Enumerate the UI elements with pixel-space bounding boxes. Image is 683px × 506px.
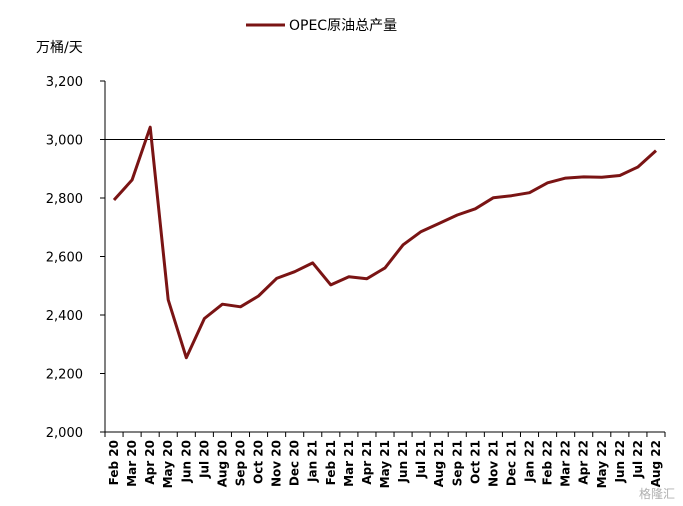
x-tick-label: May 21 bbox=[378, 440, 392, 488]
x-tick-label: Aug 21 bbox=[432, 440, 446, 487]
x-tick-label: Feb 22 bbox=[541, 440, 555, 485]
x-tick-label: Mar 20 bbox=[125, 440, 139, 487]
y-axis: 2,000 2,200 2,400 2,600 2,800 3,000 3,200 bbox=[46, 75, 106, 441]
legend: OPEC原油总产量 bbox=[246, 18, 397, 34]
x-tick-label: Apr 22 bbox=[577, 440, 591, 485]
x-tick-label: May 22 bbox=[595, 440, 609, 488]
series-line-opec-production bbox=[112, 125, 658, 360]
x-tick-label: Jan 21 bbox=[306, 440, 320, 483]
y-unit-label: 万桶/天 bbox=[36, 40, 83, 56]
y-tick-label: 3,000 bbox=[46, 134, 83, 149]
x-tick-label: Mar 22 bbox=[559, 440, 573, 487]
x-tick-label: Nov 21 bbox=[486, 440, 500, 487]
legend-label: OPEC原油总产量 bbox=[289, 18, 397, 34]
y-tick-label: 2,800 bbox=[46, 192, 83, 207]
y-tick-label: 2,200 bbox=[46, 368, 83, 383]
x-tick-label: Apr 21 bbox=[360, 440, 374, 485]
watermark: 格隆汇 bbox=[638, 487, 675, 501]
x-tick-label: Feb 21 bbox=[324, 440, 338, 485]
x-tick-label: Jul 22 bbox=[631, 440, 645, 479]
x-tick-label: Jan 22 bbox=[523, 440, 537, 483]
x-tick-label: Mar 21 bbox=[342, 440, 356, 487]
x-tick-label: Dec 21 bbox=[504, 440, 518, 486]
y-tick-label: 2,400 bbox=[46, 309, 83, 324]
x-tick-label: Jun 20 bbox=[179, 440, 193, 483]
x-tick-label: Jun 22 bbox=[613, 440, 627, 483]
x-tick-label: Sep 21 bbox=[450, 440, 464, 486]
x-tick-label: Sep 20 bbox=[233, 440, 247, 486]
x-tick-label: Feb 20 bbox=[107, 440, 121, 485]
x-tick-label: Dec 20 bbox=[288, 440, 302, 486]
x-tick-label: Aug 22 bbox=[649, 440, 663, 487]
x-tick-label: Jul 20 bbox=[197, 440, 211, 479]
x-tick-label: Apr 20 bbox=[143, 440, 157, 485]
x-axis: Feb 20 Mar 20 Apr 20 May 20 Jun 20 Jul 20 Aug … bbox=[104, 431, 666, 488]
x-tick-label: Nov 20 bbox=[270, 440, 284, 487]
y-tick-label: 2,600 bbox=[46, 251, 83, 266]
x-tick-label: Oct 21 bbox=[468, 440, 482, 484]
y-tick-label: 2,000 bbox=[46, 426, 83, 441]
x-tick-label: May 20 bbox=[161, 440, 175, 488]
x-tick-label: Jul 21 bbox=[414, 440, 428, 479]
x-tick-label: Aug 20 bbox=[215, 440, 229, 487]
x-tick-label: Oct 20 bbox=[252, 440, 266, 484]
x-tick-label: Jun 21 bbox=[396, 440, 410, 483]
plot-area bbox=[105, 125, 665, 360]
y-tick-label: 3,200 bbox=[46, 75, 83, 90]
